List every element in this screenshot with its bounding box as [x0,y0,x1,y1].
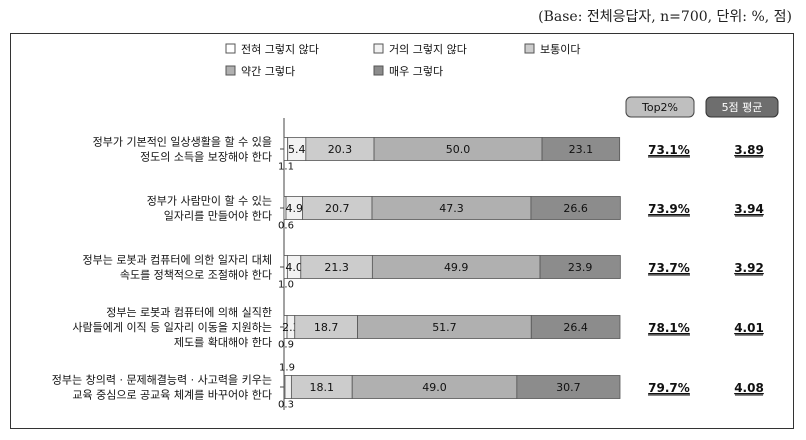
value-label-1-seg-3: 20.3 [328,143,353,156]
value-label-5-seg-2: 1.9 [279,363,295,374]
value-label-4-seg-1: 0.9 [278,340,294,351]
category-label-5-line-1: 정부는 창의력 · 문제해결능력 · 사고력을 키우는 [52,373,272,387]
value-label-3-seg-4: 49.9 [444,261,469,274]
avg-value-3: 3.92 [734,261,764,275]
legend-label-3: 보통이다 [540,43,580,56]
category-label-3-line-1: 정부는 로봇과 컴퓨터에 의한 일자리 대체 [82,253,272,267]
category-label-4-line-1: 정부는 로봇과 컴퓨터에 의해 실직한 [106,305,272,319]
category-label-4-line-3: 제도를 확대해야 한다 [174,335,272,349]
value-label-1-seg-2: 5.4 [288,143,306,156]
top2-header-badge [625,96,695,118]
avg-value-5: 4.08 [734,381,764,395]
value-label-1-seg-5: 23.1 [569,143,594,156]
base-note: (Base: 전체응답자, n=700, 단위: %, 점) [538,9,792,25]
legend-label-1: 전혀 그렇지 않다 [241,43,319,56]
value-label-4-seg-3: 18.7 [314,321,339,334]
value-label-2-seg-1: 0.6 [278,221,294,232]
avg-header-label: 5점 평균 [722,101,763,114]
chart-frame [10,33,794,429]
value-label-3-seg-5: 23.9 [568,261,593,274]
bar-2-seg-5 [530,196,621,220]
value-label-2-seg-4: 47.3 [439,202,464,215]
legend-swatch-1 [225,43,236,54]
value-label-1-seg-4: 50.0 [446,143,471,156]
bar-1-seg-5 [541,137,621,161]
legend-swatch-3 [524,43,535,54]
legend-label-4: 약간 그렇다 [241,64,295,78]
value-label-5-seg-3: 18.1 [310,381,335,394]
value-label-1-seg-1: 1.1 [278,162,294,173]
bar-4-seg-5 [530,315,621,339]
value-label-4-seg-4: 51.7 [432,321,457,334]
avg-value-1: 3.89 [734,143,764,157]
category-label-2-line-1: 정부가 사람만이 할 수 있는 [147,195,272,208]
top2-header-label: Top2% [641,101,678,114]
legend-swatch-2 [373,43,384,54]
category-label-1-line-2: 정도의 소득을 보장해야 한다 [140,150,272,164]
top2-value-2: 73.9% [648,202,690,216]
legend-label-5: 매우 그렇다 [389,65,443,78]
category-label-5-line-2: 교육 중심으로 공교육 체계를 바꾸어야 한다 [72,389,272,402]
legend-swatch-5 [373,65,384,76]
avg-value-4: 4.01 [734,321,764,335]
value-label-4-seg-5: 26.4 [563,321,588,334]
avg-value-2: 3.94 [734,202,764,216]
bar-5-seg-5 [516,375,621,399]
value-label-2-seg-3: 20.7 [325,202,350,215]
category-label-3-line-2: 속도를 정책적으로 조절해야 한다 [120,268,272,282]
category-label-4-line-2: 사람들에게 이직 등 일자리 이동을 지원하는 [72,320,272,334]
value-label-2-seg-5: 26.6 [563,202,588,215]
legend-label-2: 거의 그렇지 않다 [389,43,467,56]
value-label-3-seg-1: 1.0 [278,280,294,291]
top2-value-3: 73.7% [648,261,690,275]
category-label-1-line-1: 정부가 기본적인 일상생활을 할 수 있을 [93,135,272,149]
value-label-5-seg-5: 30.7 [556,381,581,394]
value-label-3-seg-2: 4.0 [285,261,303,274]
value-label-2-seg-2: 4.9 [285,202,303,215]
bar-3-seg-5 [539,255,621,279]
top2-value-1: 73.1% [648,143,690,157]
bar-5-seg-2 [284,375,292,399]
top2-value-4: 78.1% [648,321,690,335]
category-label-2-line-2: 일자리를 만들어야 한다 [164,209,272,223]
legend-swatch-4 [225,65,236,76]
top2-value-5: 79.7% [648,381,690,395]
value-label-3-seg-3: 21.3 [324,261,349,274]
value-label-5-seg-1: 0.3 [278,400,294,411]
value-label-5-seg-4: 49.0 [422,381,447,394]
avg-header-badge [705,96,779,118]
